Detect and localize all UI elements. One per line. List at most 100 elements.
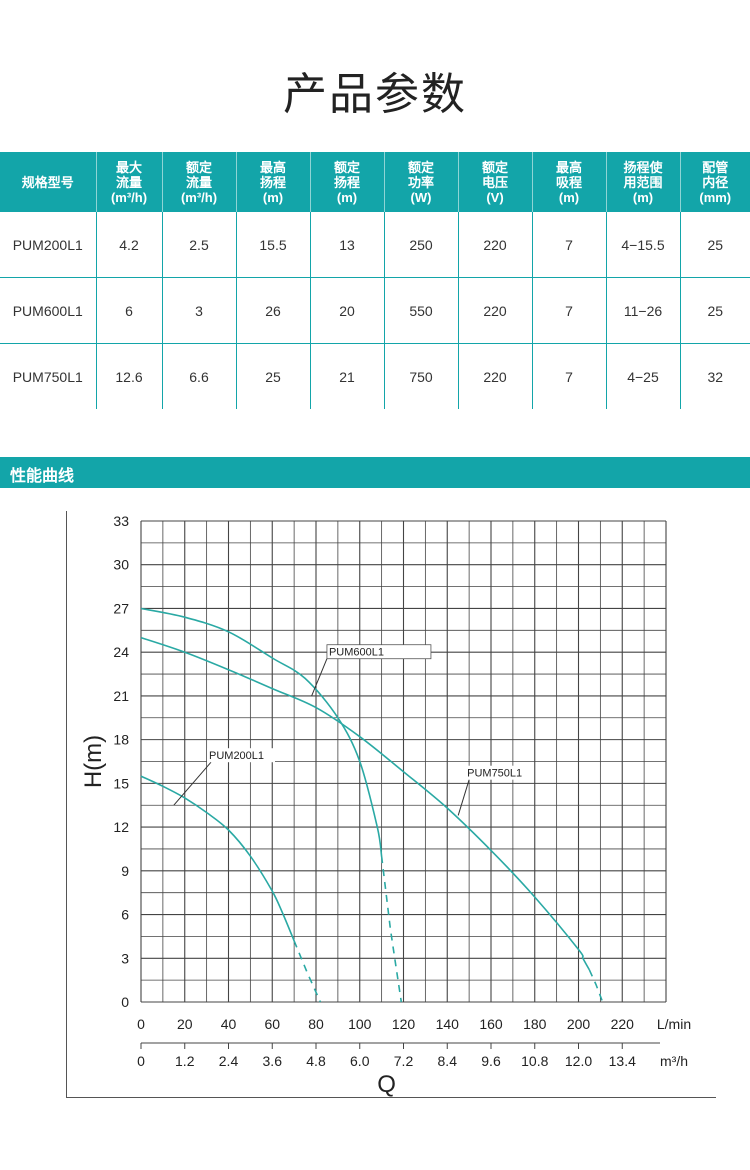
column-header: 规格型号	[0, 152, 97, 212]
table-cell: 4.2	[96, 212, 163, 278]
x-tick-label-m3h: 2.4	[219, 1053, 239, 1069]
series-leader-line	[173, 761, 212, 806]
model-cell: PUM750L1	[0, 343, 97, 409]
table-cell: 220	[458, 277, 533, 344]
x-tick-label-m3h: 3.6	[263, 1053, 283, 1069]
y-tick-label: 21	[113, 688, 129, 704]
table-cell: 7	[532, 212, 607, 278]
x-tick-label-lmin: 80	[308, 1016, 324, 1032]
column-header-line: 额定	[185, 159, 212, 175]
table-cell: 250	[384, 212, 459, 278]
x-tick-label-lmin: 220	[611, 1016, 635, 1032]
column-header: 最高 吸程 (m)	[532, 152, 607, 212]
y-axis-label: H(m)	[80, 735, 107, 788]
table-cell: 11−26	[606, 277, 681, 344]
series-label-box	[465, 765, 534, 780]
series-extension-pum750l1	[588, 969, 604, 1003]
table-row: PUM750L1 12.6 6.6 25 21 750 220 7 4−25 32	[0, 343, 750, 409]
x-tick-label-m3h: 1.2	[175, 1053, 195, 1069]
series-label: PUM750L1	[467, 768, 522, 780]
table-cell: 7	[532, 277, 607, 344]
x-tick-label-lmin: 180	[523, 1016, 547, 1032]
y-tick-label: 24	[113, 644, 129, 660]
y-tick-label: 30	[113, 557, 129, 573]
y-tick-label: 27	[113, 600, 129, 616]
column-header-line: 额定	[407, 159, 434, 175]
series-leader-line	[311, 658, 328, 697]
column-header: 扬程使 用范围 (m)	[606, 152, 681, 212]
column-header-line: 扬程	[259, 174, 286, 190]
table-cell: 220	[458, 212, 533, 278]
column-header-line: 电压	[481, 174, 508, 190]
column-header: 最大 流量 (m³/h)	[96, 152, 163, 212]
column-header-line: 用范围	[623, 174, 663, 190]
x-tick-label-m3h: 8.4	[438, 1053, 458, 1069]
x-unit-m3h: m³/h	[660, 1053, 688, 1069]
column-header-line: 功率	[407, 174, 434, 190]
x-tick-label-m3h: 4.8	[306, 1053, 326, 1069]
section-banner: 性能曲线	[0, 457, 750, 488]
y-tick-label: 0	[121, 994, 129, 1010]
column-header-line: (m)	[558, 189, 580, 205]
table-cell: 32	[707, 368, 724, 385]
section-title: 性能曲线	[10, 466, 75, 485]
series-label-box	[326, 644, 432, 660]
x-tick-label-m3h: 9.6	[481, 1053, 501, 1069]
chart-frame: 0 3 6 9 12 15 18 21 24 27 30 33 H(m) 0 20 40 60 80 100 120 1…	[66, 511, 716, 1098]
column-header-line: 扬程	[333, 174, 360, 190]
x-axis-label: Q	[377, 1071, 396, 1097]
column-header-line: 扬程使	[623, 159, 663, 175]
column-header-line: 配管	[702, 159, 729, 175]
x-tick-label-lmin: 40	[221, 1016, 237, 1032]
table-cell: 220	[458, 343, 533, 409]
x-tick-label-m3h: 13.4	[609, 1053, 636, 1069]
column-header-line: 额定	[333, 159, 360, 175]
column-header-line: (m³/h)	[180, 189, 218, 205]
series-label-box	[207, 748, 275, 763]
column-header-line: 流量	[185, 174, 212, 190]
table-cell: 4−25	[606, 343, 681, 409]
x-tick-label-m3h: 6.0	[350, 1053, 370, 1069]
column-header-line: 最高	[555, 159, 582, 175]
column-header-line: 内径	[702, 174, 729, 190]
column-header: 额定 流量 (m³/h)	[162, 152, 237, 212]
series-leader-line	[457, 779, 470, 816]
column-header-line: (m)	[336, 189, 358, 205]
series-label: PUM200L1	[209, 750, 264, 762]
y-tick-label: 6	[121, 907, 129, 923]
column-header-line: (mm)	[699, 189, 732, 205]
table-cell: 12.6	[96, 343, 163, 409]
table-cell: 6	[96, 277, 163, 344]
column-header: 最高 扬程 (m)	[236, 152, 311, 212]
series-line-pum600l1	[140, 607, 383, 857]
table-cell: 4−15.5	[606, 212, 681, 278]
column-header-line: (V)	[486, 189, 504, 205]
column-header-line: (W)	[410, 189, 432, 205]
table-cell: 21	[310, 343, 385, 409]
x-tick-label-lmin: 160	[479, 1016, 503, 1032]
table-cell: 20	[310, 277, 385, 344]
table-cell: 26	[236, 277, 311, 344]
x-tick-label-lmin: 60	[264, 1016, 280, 1032]
x-tick-label-lmin: 120	[392, 1016, 416, 1032]
series-extension-pum600l1	[380, 856, 403, 1003]
column-header-line: (m)	[262, 189, 284, 205]
page-title: 产品参数	[283, 69, 467, 120]
column-header-line: (m)	[632, 189, 654, 205]
column-header-line: 额定	[481, 159, 508, 175]
y-tick-label: 3	[121, 950, 129, 966]
table-body: PUM200L1 4.2 2.5 15.5 13 250 220 7 4−15.5 25 PUM60…	[0, 212, 750, 409]
y-tick-label: 33	[113, 513, 129, 529]
series-label: PUM600L1	[329, 647, 384, 659]
x-tick-label-m3h: 0	[137, 1053, 145, 1069]
column-header: 额定 功率 (W)	[384, 152, 459, 212]
y-tick-label: 9	[121, 863, 129, 879]
table-row: PUM200L1 4.2 2.5 15.5 13 250 220 7 4−15.5 25	[0, 212, 750, 278]
table-cell: 15.5	[236, 212, 311, 278]
table-cell: 25	[680, 212, 750, 278]
x-tick-label-m3h: 10.8	[521, 1053, 548, 1069]
table-cell: 550	[384, 277, 459, 344]
column-header-line: (m³/h)	[110, 189, 148, 205]
table-cell: 25	[680, 277, 750, 344]
table-cell: 750	[384, 343, 459, 409]
